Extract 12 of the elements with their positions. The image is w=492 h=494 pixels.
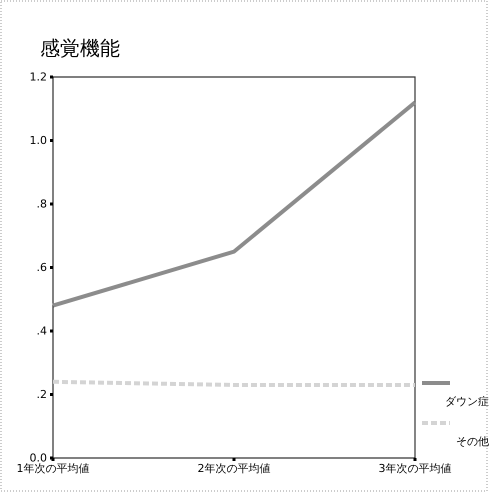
y-tick-label: .2 (36, 388, 47, 402)
legend-label: ダウン症 (445, 395, 489, 408)
chart-title: 感覚機能 (40, 36, 120, 60)
x-tick-label: 3年次の平均値 (378, 462, 452, 475)
x-tick-label: 1年次の平均値 (16, 462, 90, 475)
text: その他 (456, 435, 489, 448)
y-tick-label: .8 (36, 198, 47, 211)
y-tick-label: 1.0 (30, 134, 47, 148)
x-tick-label: 2年次の平均値 (198, 462, 270, 475)
y-tick-label: 1.2 (30, 70, 47, 84)
y-tick-label: .4 (36, 324, 47, 338)
y-tick-label: .6 (36, 261, 47, 274)
